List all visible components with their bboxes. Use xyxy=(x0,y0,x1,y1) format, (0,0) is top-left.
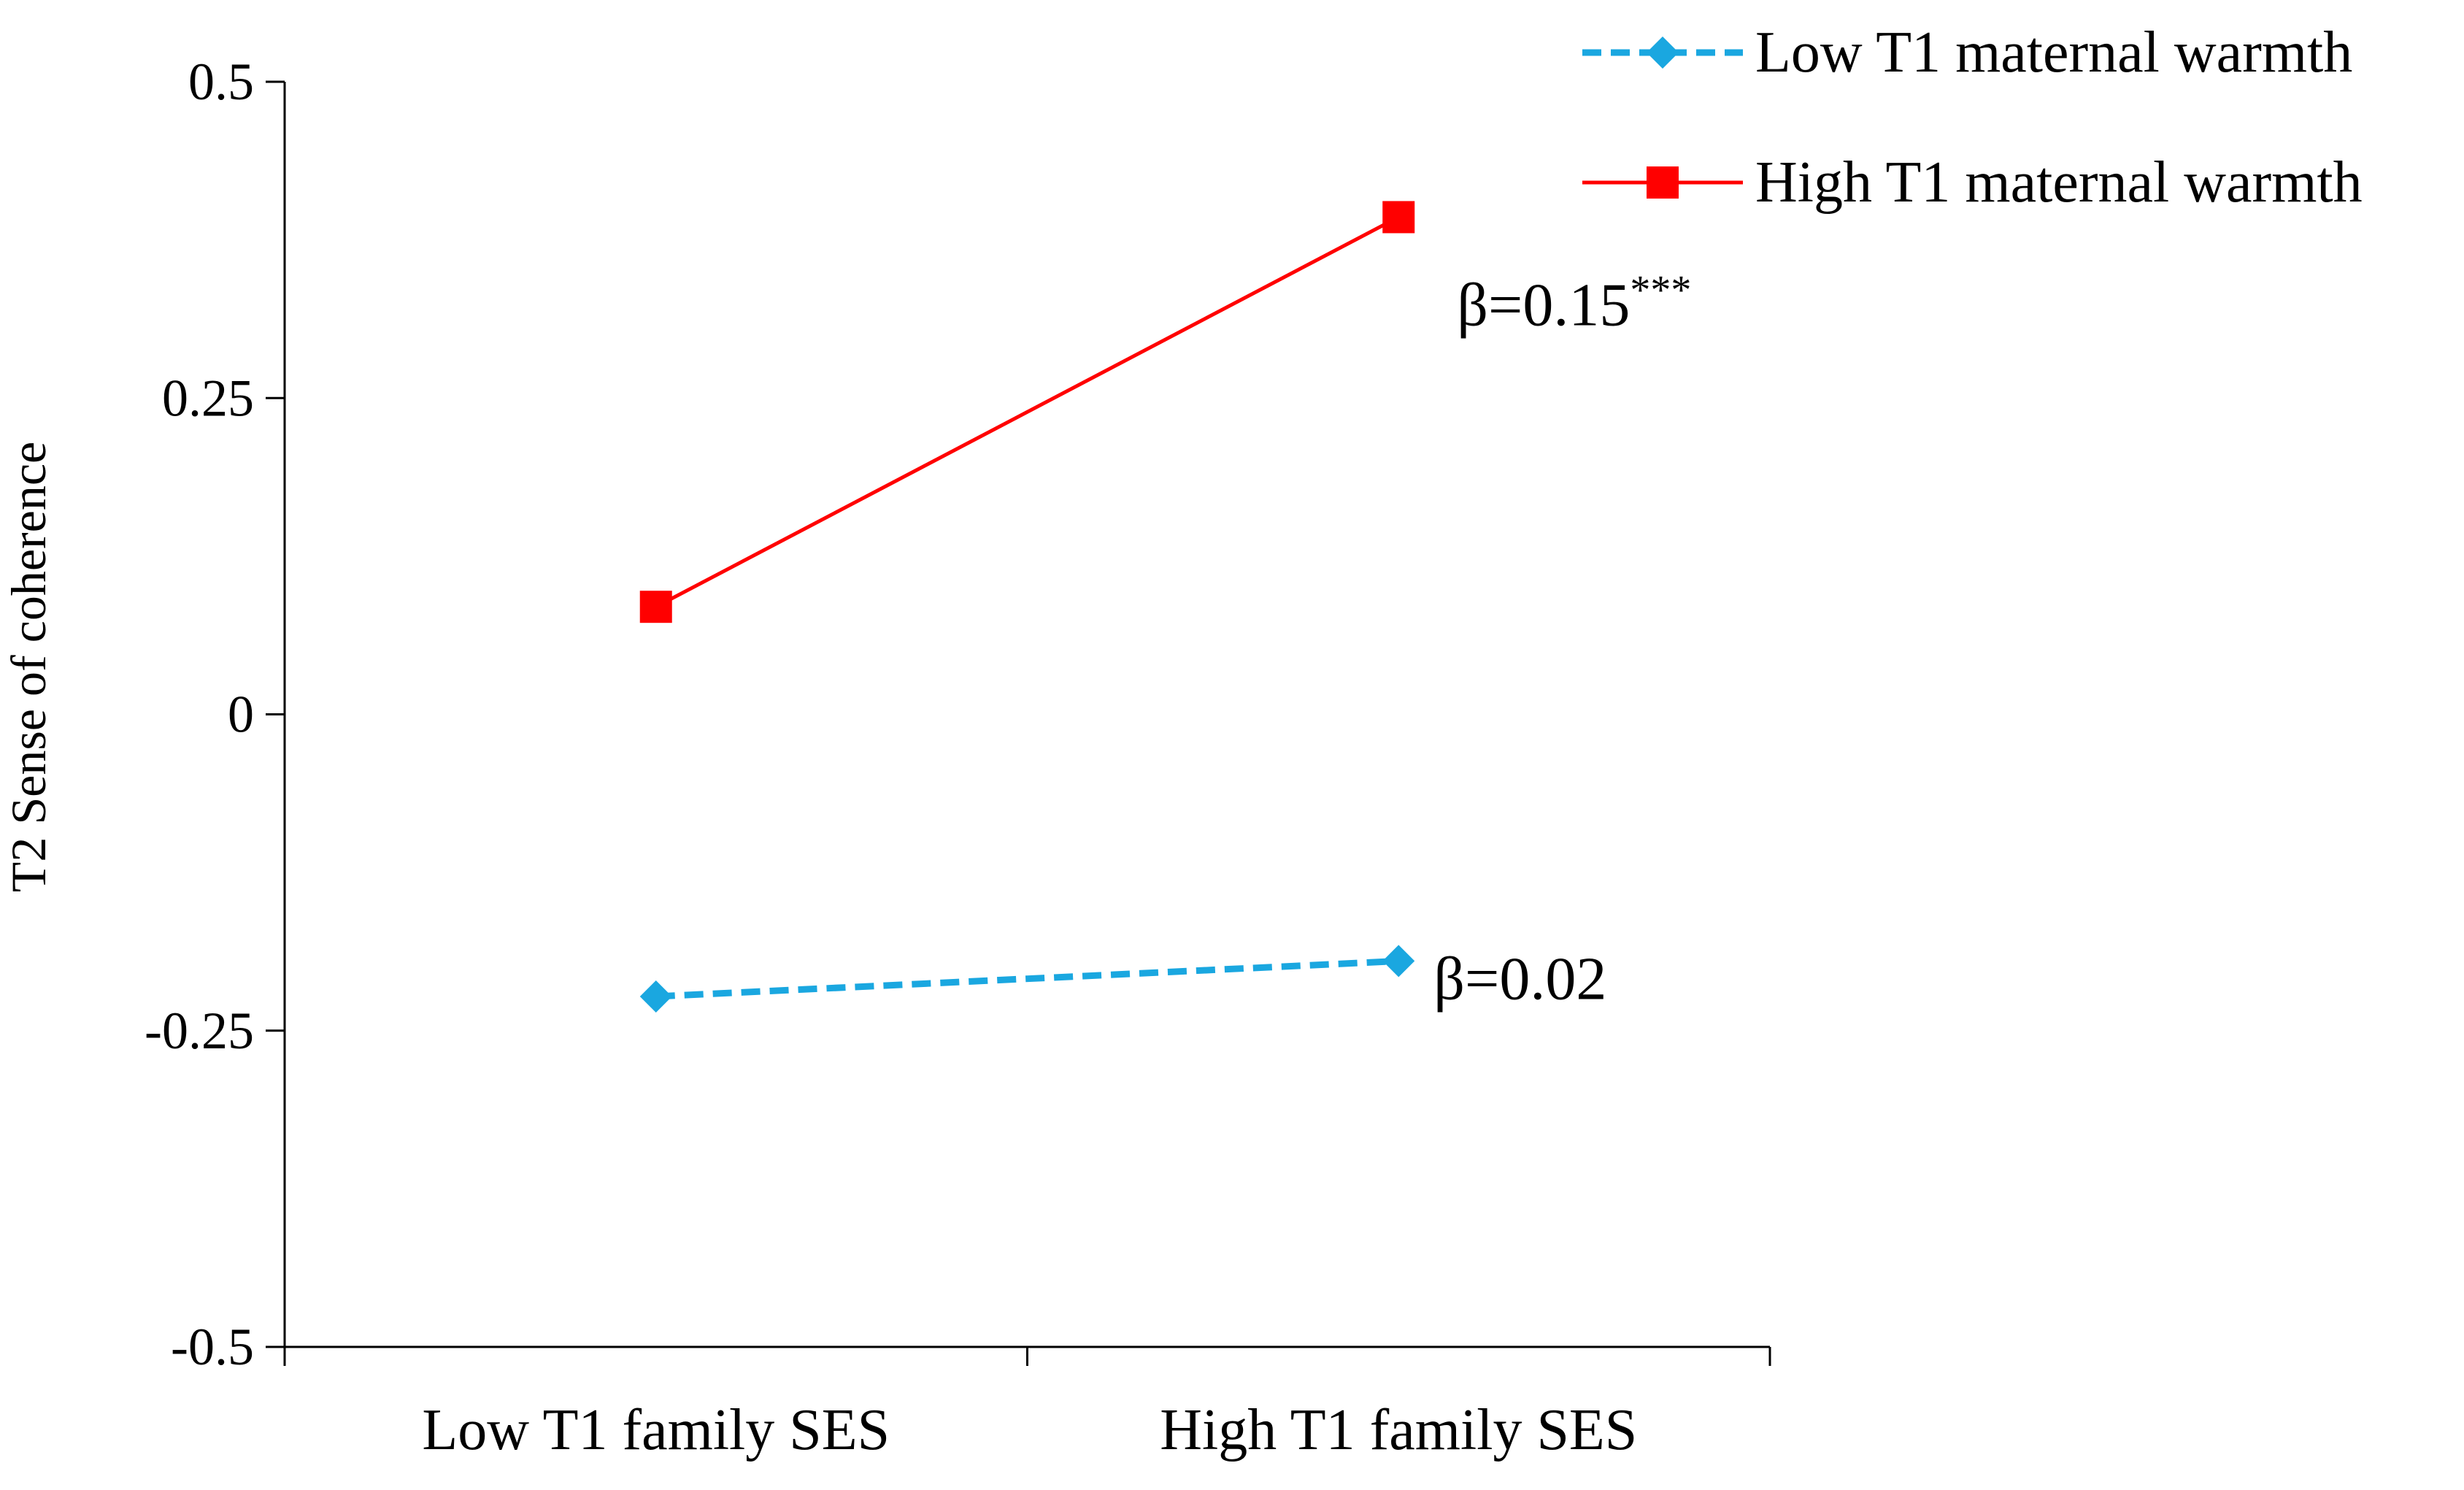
annotations: β=0.02 β=0.15*** xyxy=(1433,267,1691,1013)
data-point xyxy=(1382,201,1415,234)
legend-label: Low T1 maternal warmth xyxy=(1755,20,2352,85)
series-line xyxy=(655,215,1400,609)
series-layer xyxy=(639,201,1415,1013)
data-point xyxy=(639,591,672,623)
y-tick-label: 0.5 xyxy=(188,53,254,111)
y-axis-label: T2 Sense of coherence xyxy=(1,442,56,892)
x-tick-label: High T1 family SES xyxy=(1160,1398,1637,1462)
data-point xyxy=(639,980,672,1013)
beta-annotation: β=0.15*** xyxy=(1457,267,1691,339)
legend-label: High T1 maternal warmth xyxy=(1755,150,2363,215)
y-tick-label: 0.25 xyxy=(162,369,254,427)
data-point xyxy=(1382,945,1415,978)
y-ticks: -0.5 -0.25 0 0.25 0.5 xyxy=(145,53,285,1376)
series-line xyxy=(655,957,1399,1000)
series-high-t1-maternal-warmth xyxy=(639,201,1415,623)
x-ticks: Low T1 family SES High T1 family SES xyxy=(283,1347,1771,1462)
beta-annotation: β=0.02 xyxy=(1433,945,1606,1013)
y-tick-label: -0.5 xyxy=(171,1318,254,1376)
x-tick-label: Low T1 family SES xyxy=(422,1398,890,1462)
series-low-t1-maternal-warmth xyxy=(639,945,1415,1013)
legend-marker xyxy=(1647,37,1679,69)
legend-item: High T1 maternal warmth xyxy=(1582,150,2363,215)
legend-item: Low T1 maternal warmth xyxy=(1582,20,2352,85)
y-tick-label: 0 xyxy=(228,686,254,744)
legend-marker xyxy=(1647,166,1679,199)
y-tick-label: -0.25 xyxy=(145,1002,254,1060)
legend: Low T1 maternal warmth High T1 maternal w… xyxy=(1582,20,2363,215)
